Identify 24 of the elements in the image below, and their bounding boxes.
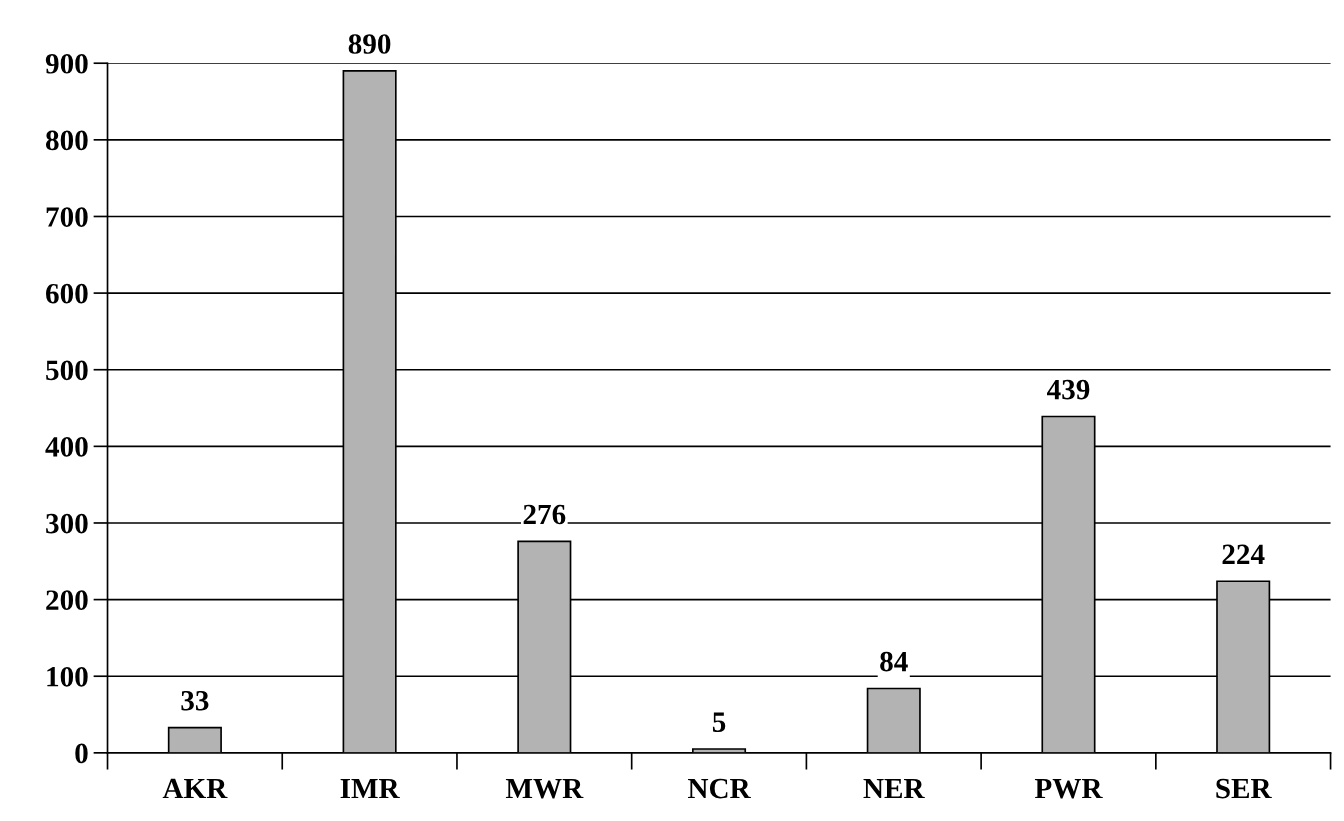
data-label: 33 (181, 690, 209, 711)
x-tick-label: MWR (505, 779, 584, 799)
x-tick-label: SER (1216, 778, 1272, 799)
data-label: 5 (712, 712, 726, 732)
y-tick-label: 0 (75, 743, 88, 764)
y-tick-label: 700 (46, 207, 88, 227)
y-tick-label: 600 (46, 283, 88, 304)
y-tick-label: 800 (45, 130, 88, 151)
data-label: 84 (880, 651, 908, 672)
x-tick-label: NCR (688, 778, 751, 799)
x-tick-label: AKR (162, 778, 228, 799)
x-tick-label: PWR (1034, 779, 1103, 799)
data-label: 890 (348, 34, 391, 54)
y-tick-label: 400 (45, 437, 88, 457)
y-tick-label: 200 (46, 590, 88, 611)
data-label: 224 (1222, 544, 1265, 564)
y-tick-label: 300 (46, 513, 88, 534)
data-label: 439 (1047, 379, 1090, 400)
y-tick-label: 100 (47, 666, 88, 687)
y-tick-label: 900 (45, 53, 88, 74)
y-tick-label: 500 (46, 360, 88, 381)
x-tick-label: NER (863, 779, 925, 799)
data-label: 276 (523, 504, 566, 525)
x-tick-label: IMR (340, 779, 400, 799)
